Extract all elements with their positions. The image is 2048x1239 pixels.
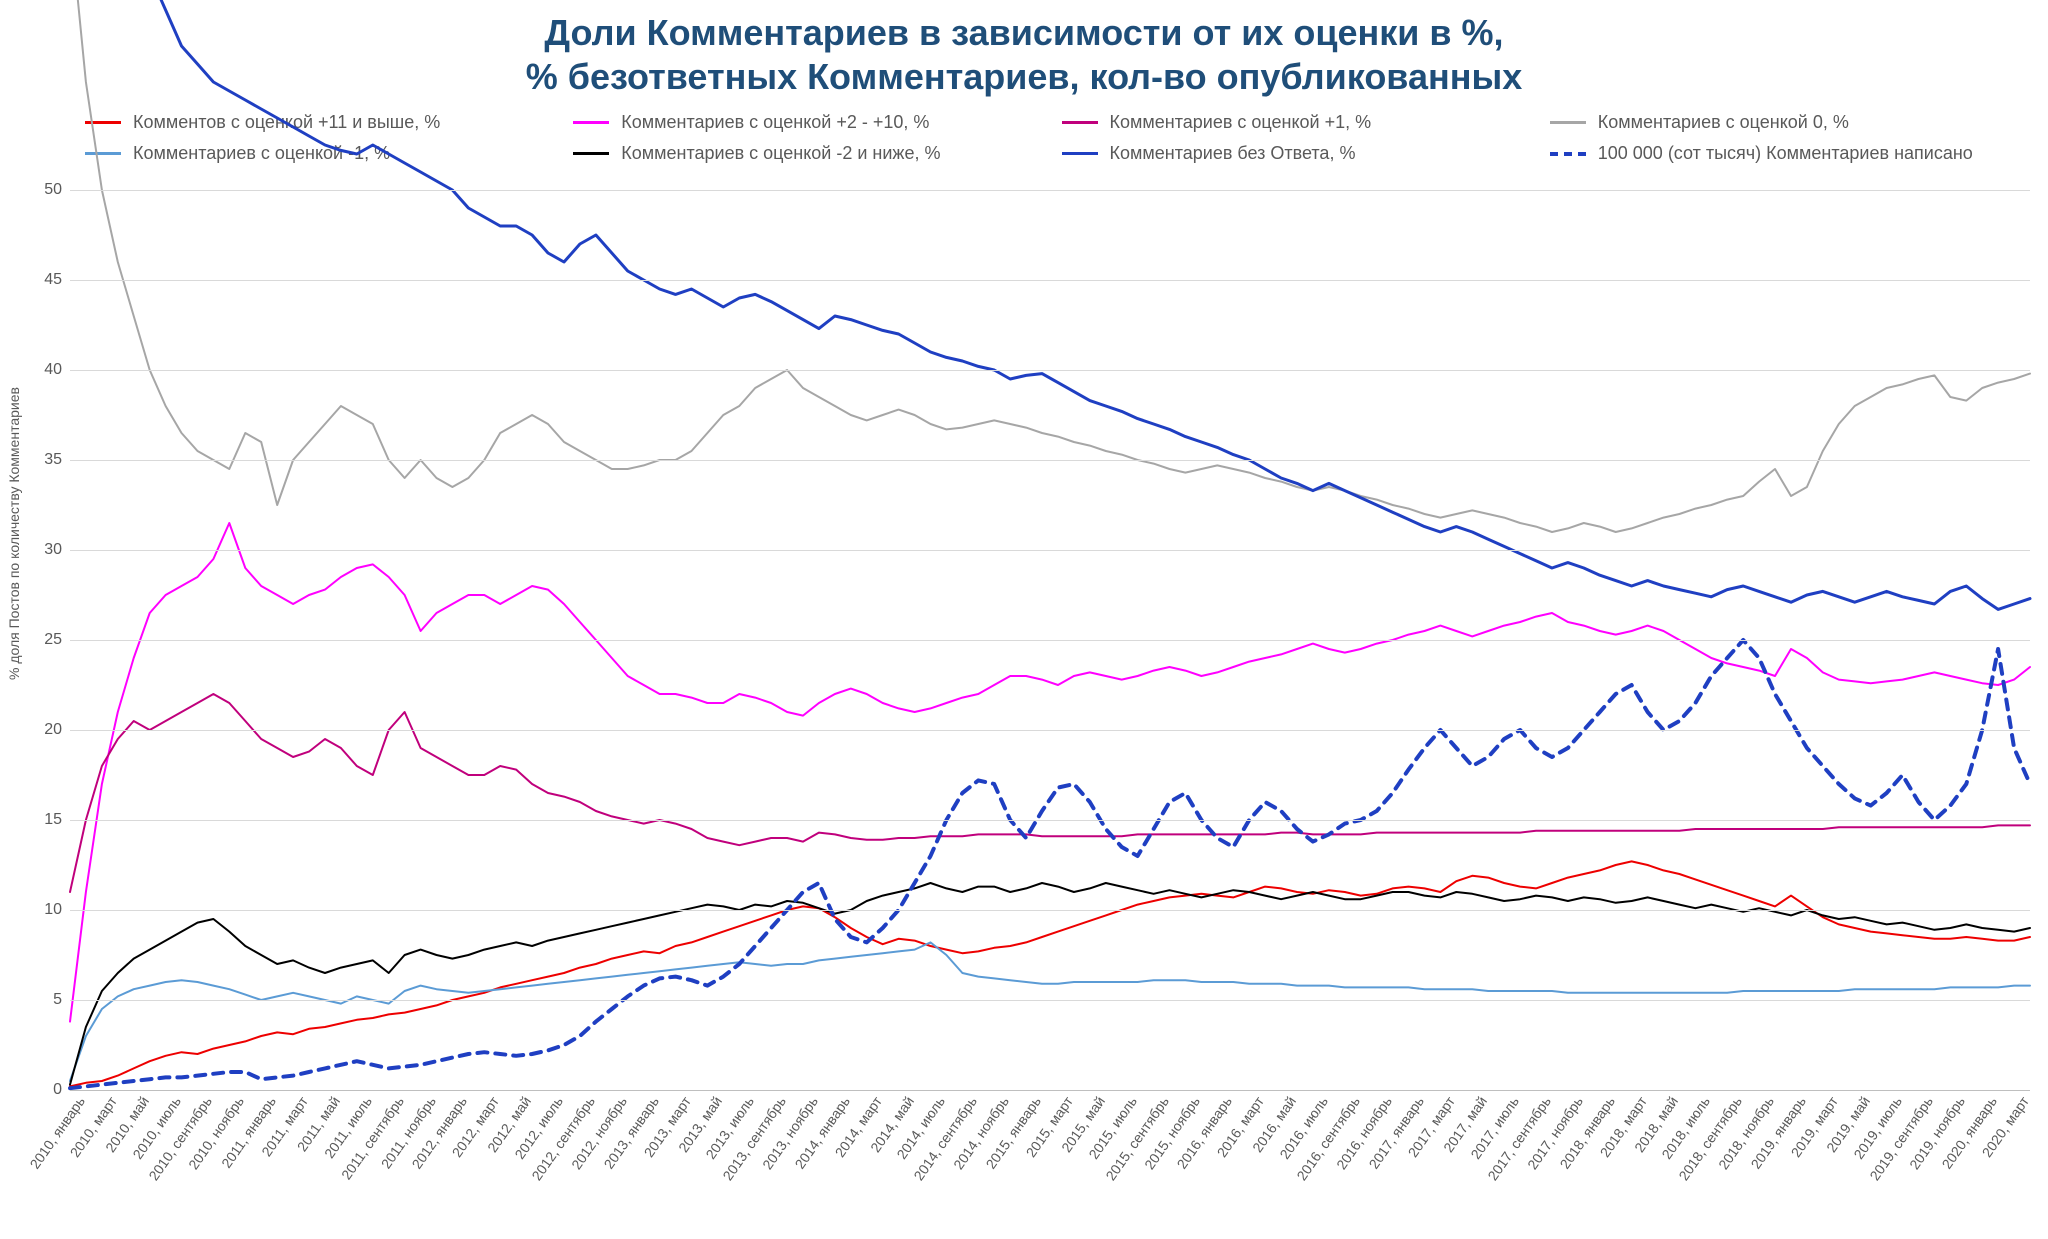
legend-item-plus1: Комментариев с оценкой +1, % (1062, 112, 1540, 133)
ytick-label: 50 (44, 181, 70, 199)
legend-item-plus11: Комментов с оценкой +11 и выше, % (85, 112, 563, 133)
legend-item-minus2: Комментариев с оценкой -2 и ниже, % (573, 143, 1051, 164)
legend-item-count100k: 100 000 (сот тысяч) Комментариев написан… (1550, 143, 2028, 164)
chart-root: Доли Комментариев в зависимости от их оц… (0, 0, 2048, 1239)
ytick-label: 10 (44, 901, 70, 919)
legend-swatch (573, 152, 609, 155)
gridline (70, 640, 2030, 641)
series-count100k (70, 640, 2030, 1088)
legend-item-no_answer: Комментариев без Ответа, % (1062, 143, 1540, 164)
legend-swatch (1062, 121, 1098, 124)
chart-title-line2: % безответных Комментариев, кол-во опубл… (0, 56, 2048, 98)
gridline (70, 550, 2030, 551)
ytick-label: 15 (44, 811, 70, 829)
gridline (70, 910, 2030, 911)
ytick-label: 25 (44, 631, 70, 649)
ytick-label: 40 (44, 361, 70, 379)
x-axis-line (70, 1090, 2030, 1091)
legend-label: 100 000 (сот тысяч) Комментариев написан… (1598, 143, 1973, 164)
series-plus2_10 (70, 523, 2030, 1022)
gridline (70, 190, 2030, 191)
ytick-label: 35 (44, 451, 70, 469)
gridline (70, 820, 2030, 821)
ytick-label: 45 (44, 271, 70, 289)
legend-label: Комментариев с оценкой -2 и ниже, % (621, 143, 940, 164)
ytick-label: 20 (44, 721, 70, 739)
legend-swatch (1062, 152, 1098, 155)
legend-swatch (85, 121, 121, 124)
gridline (70, 1000, 2030, 1001)
series-plus1 (70, 694, 2030, 892)
gridline (70, 370, 2030, 371)
ytick-label: 30 (44, 541, 70, 559)
legend-swatch (1550, 121, 1586, 124)
gridline (70, 460, 2030, 461)
chart-title-line1: Доли Комментариев в зависимости от их оц… (0, 12, 2048, 54)
legend-swatch (1550, 152, 1586, 156)
legend-label: Комментариев с оценкой +2 - +10, % (621, 112, 929, 133)
legend-label: Комментариев с оценкой 0, % (1598, 112, 1849, 133)
legend-label: Комментариев с оценкой +1, % (1110, 112, 1372, 133)
legend-item-zero: Комментариев с оценкой 0, % (1550, 112, 2028, 133)
y-axis-title: % доля Постов по количеству Комментариев (6, 387, 22, 680)
gridline (70, 280, 2030, 281)
ytick-label: 5 (53, 991, 70, 1009)
legend: Комментов с оценкой +11 и выше, % Коммент… (85, 112, 2028, 164)
legend-item-plus2_10: Комментариев с оценкой +2 - +10, % (573, 112, 1051, 133)
plot-area: 051015202530354045502010, январь2010, ма… (70, 190, 2030, 1090)
series-plus11 (70, 861, 2030, 1086)
legend-swatch (85, 152, 121, 155)
legend-label: Комментариев без Ответа, % (1110, 143, 1356, 164)
gridline (70, 730, 2030, 731)
legend-swatch (573, 121, 609, 124)
